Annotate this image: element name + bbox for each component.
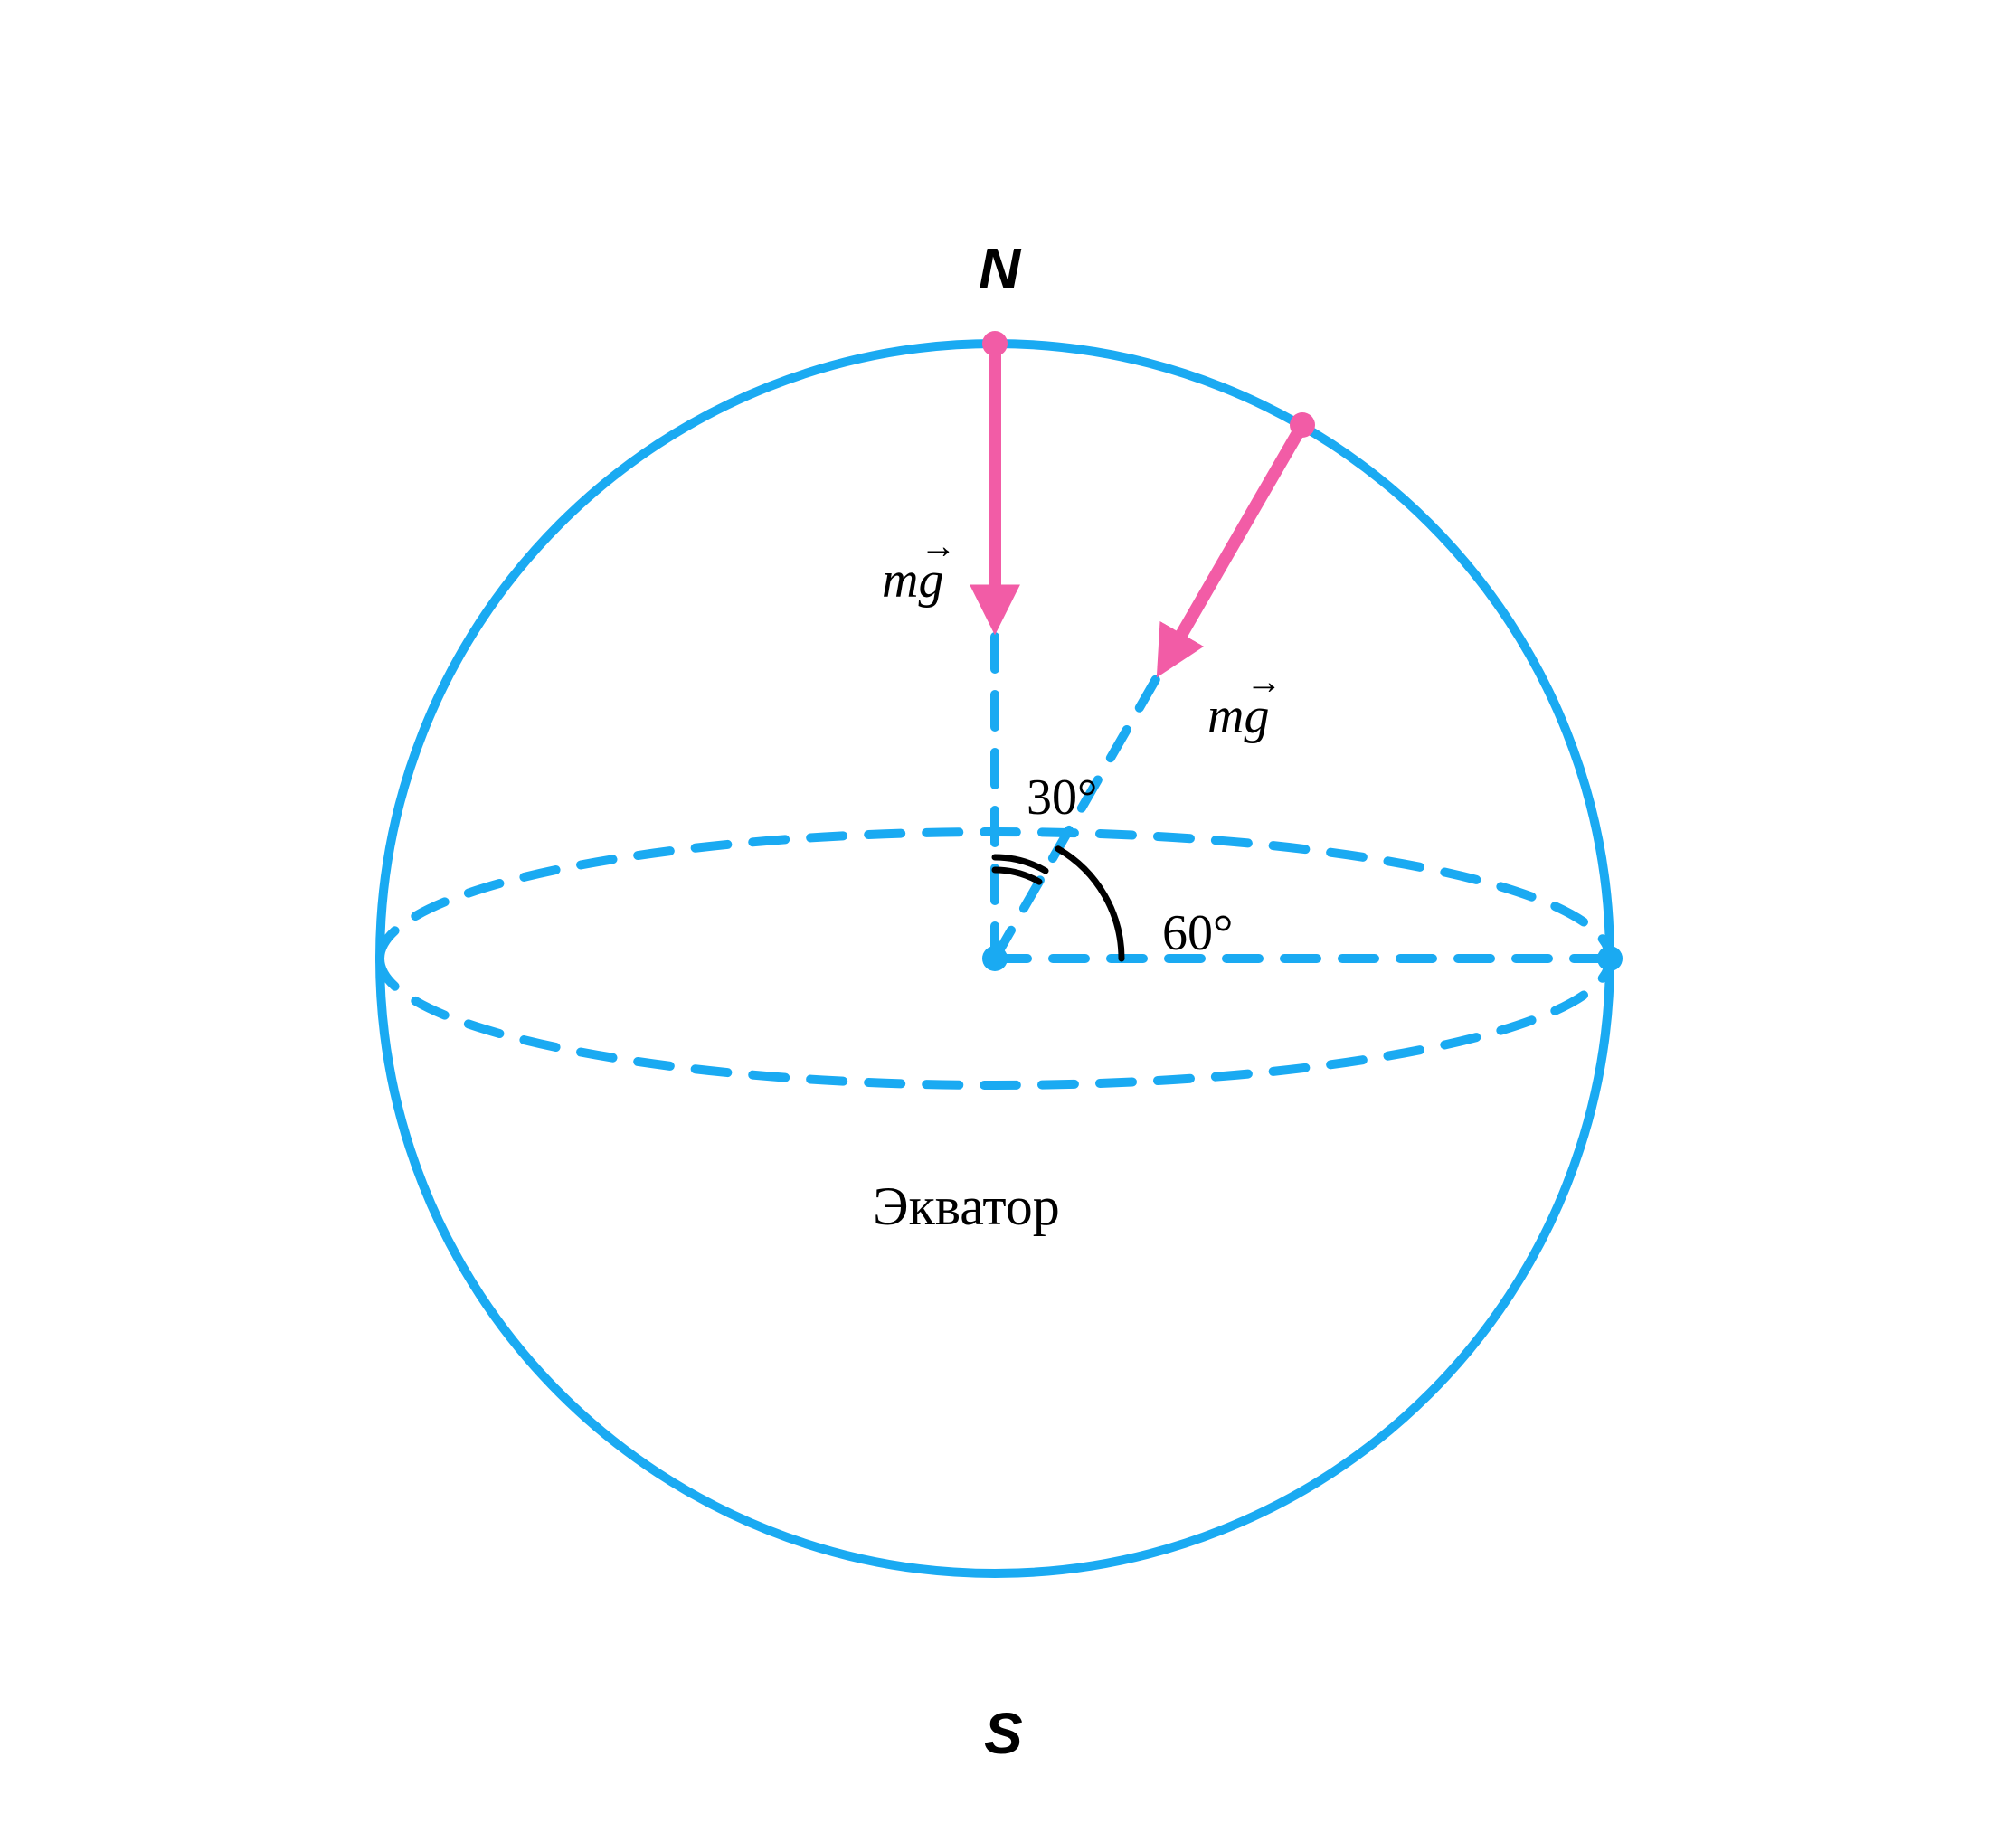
mg1-arrow-icon: → [920,524,956,567]
mg1-m: m [882,553,918,609]
mg2-m: m [1207,688,1244,744]
angle-30-label: 30° [1027,769,1097,827]
diagram-stage: N S Экватор 30° 60° m g → m g → [0,0,2016,1842]
north-label: N [979,235,1020,302]
equator-label: Экватор [873,1176,1060,1238]
mg-vector-label-1: m g → [882,552,943,609]
south-label: S [984,1700,1023,1767]
angle-60-label: 60° [1162,904,1233,962]
mg-vector-label-2: m g → [1207,687,1269,745]
mg2-arrow-icon: → [1245,660,1282,703]
